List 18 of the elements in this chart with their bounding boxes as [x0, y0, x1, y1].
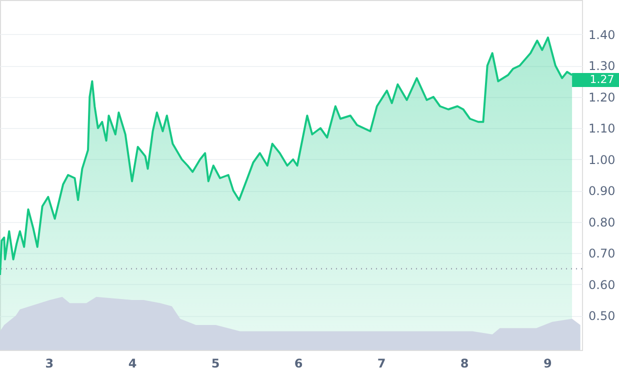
x-tick-label: 9 — [543, 356, 552, 370]
x-tick-label: 3 — [45, 356, 54, 370]
y-tick-label: 1.40 — [588, 28, 616, 42]
x-tick-label: 4 — [128, 356, 137, 370]
y-tick-label: 0.90 — [588, 184, 616, 198]
y-tick-label: 0.60 — [588, 278, 616, 292]
x-tick-label: 8 — [460, 356, 469, 370]
y-tick-label: 1.10 — [588, 122, 616, 136]
y-tick-label: 0.80 — [588, 215, 616, 230]
y-tick-label: 0.50 — [588, 309, 616, 324]
x-tick-label: 6 — [294, 356, 303, 370]
x-tick-label: 7 — [377, 356, 386, 370]
y-tick-label: 1.20 — [588, 90, 616, 104]
y-tick-label: 0.70 — [588, 246, 616, 261]
annotation: 1.27 — [590, 73, 614, 86]
y-tick-label: 1.30 — [588, 59, 616, 74]
y-tick-label: 1.00 — [588, 152, 616, 167]
x-tick-label: 5 — [211, 356, 220, 370]
